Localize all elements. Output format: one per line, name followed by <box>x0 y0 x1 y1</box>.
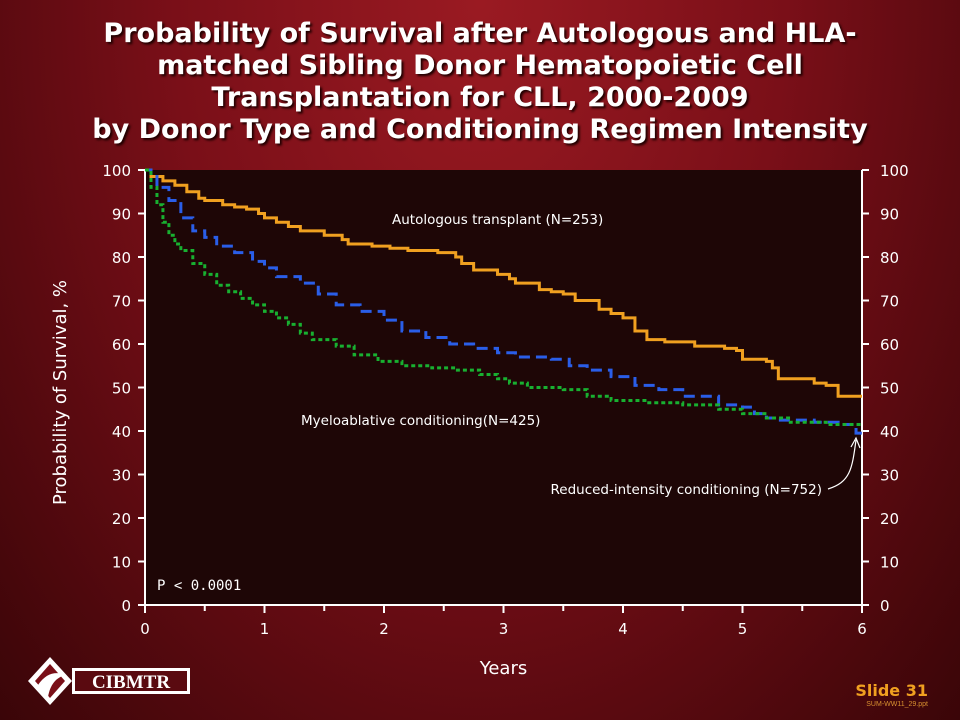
y-tick-label-left: 90 <box>112 206 131 224</box>
x-tick-label: 2 <box>379 620 389 638</box>
y-tick-label-right: 20 <box>880 510 899 528</box>
slide-number: Slide 31 <box>855 681 928 700</box>
title-line: by Donor Type and Conditioning Regimen I… <box>92 114 868 145</box>
cibmtr-logo: CIBMTR <box>26 655 196 711</box>
x-tick-label: 3 <box>499 620 509 638</box>
y-tick-label-right: 100 <box>880 162 909 180</box>
y-tick-label-left: 30 <box>112 467 131 485</box>
series-label: Reduced-intensity conditioning (N=752) <box>551 482 823 498</box>
y-tick-label-left: 100 <box>102 162 131 180</box>
y-tick-label-right: 60 <box>880 336 899 354</box>
x-tick-label: 0 <box>140 620 150 638</box>
series-line <box>145 168 862 398</box>
y-tick-label-left: 10 <box>112 554 131 572</box>
series-label: Myeloablative conditioning(N=425) <box>301 413 540 429</box>
plot-area <box>145 170 862 605</box>
title-line: Transplantation for CLL, 2000-2009 <box>211 82 749 113</box>
title-line: Probability of Survival after Autologous… <box>103 18 857 49</box>
y-tick-label-right: 10 <box>880 554 899 572</box>
y-tick-label-right: 90 <box>880 206 899 224</box>
y-tick-label-right: 80 <box>880 249 899 267</box>
title-line: matched Sibling Donor Hematopoietic Cell <box>157 50 803 81</box>
logo-label: CIBMTR <box>92 672 170 693</box>
arrow-icon <box>850 436 861 449</box>
series-label: Autologous transplant (N=253) <box>392 212 603 228</box>
slide-title: Probability of Survival after Autologous… <box>0 18 960 146</box>
series-line <box>145 168 864 438</box>
y-axis-label: Probability of Survival, % <box>50 280 71 505</box>
y-tick-label-left: 0 <box>121 597 131 615</box>
y-tick-label-left: 50 <box>112 380 131 398</box>
x-tick-label: 6 <box>857 620 867 638</box>
x-tick-label: 1 <box>260 620 270 638</box>
p-value-annotation: P < 0.0001 <box>157 578 241 594</box>
y-tick-label-right: 0 <box>880 597 890 615</box>
y-tick-label-left: 60 <box>112 336 131 354</box>
y-tick-label-left: 20 <box>112 510 131 528</box>
y-tick-label-left: 40 <box>112 423 131 441</box>
label-leader <box>827 439 857 490</box>
y-tick-label-right: 50 <box>880 380 899 398</box>
y-tick-label-left: 80 <box>112 249 131 267</box>
y-tick-label-right: 40 <box>880 423 899 441</box>
x-axis-label: Years <box>479 658 528 679</box>
file-name: SUM-WW11_29.ppt <box>866 701 928 708</box>
x-tick-label: 5 <box>738 620 748 638</box>
x-tick-label: 4 <box>618 620 628 638</box>
y-tick-label-left: 70 <box>112 293 131 311</box>
y-tick-label-right: 30 <box>880 467 899 485</box>
diamond-icon <box>28 657 72 705</box>
series-line <box>145 168 862 426</box>
y-tick-label-right: 70 <box>880 293 899 311</box>
